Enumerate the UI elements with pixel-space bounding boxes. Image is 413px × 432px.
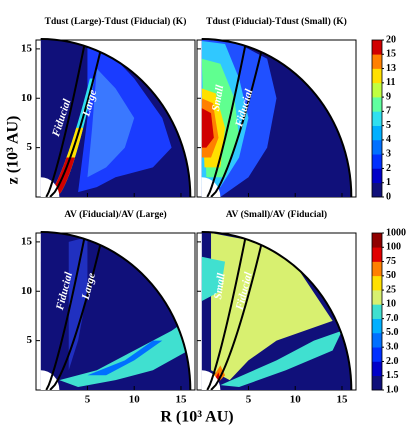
- heatmap: [40, 39, 191, 198]
- colorbar-tick-label: 1.5: [386, 370, 399, 381]
- colorbar-segment: [372, 275, 382, 291]
- colorbar-tick-label: 20: [386, 34, 396, 45]
- colorbar-segment: [372, 54, 382, 69]
- colorbar-segment: [372, 233, 382, 248]
- x-tick-label: 15: [175, 394, 187, 406]
- heatmap-region: [59, 320, 189, 388]
- boundary-curve: [49, 232, 105, 390]
- colorbar-segment: [372, 182, 382, 198]
- colorbar-segment: [372, 361, 382, 377]
- colorbar-frame: [371, 232, 383, 391]
- heatmap-region: [220, 330, 342, 388]
- heatmap-region: [68, 236, 88, 371]
- colorbar-segment: [372, 40, 382, 55]
- x-tick-label: 5: [246, 394, 252, 406]
- heatmap: [201, 232, 352, 390]
- colorbar-segment: [372, 261, 382, 277]
- boundary-curve: [49, 39, 105, 198]
- boundary-curve: [210, 39, 266, 198]
- boundary-curve: [206, 232, 248, 390]
- colorbar-tick-label: 5.0: [386, 327, 399, 338]
- y-tick-label: 10: [21, 92, 33, 104]
- colorbar-tick-label: 0: [386, 191, 391, 202]
- y-axis-label: z (10³ AU): [5, 116, 22, 185]
- colorbar-segment: [372, 375, 382, 391]
- boundary-curve: [210, 232, 266, 390]
- colorbar-tick-label: 1000: [386, 227, 406, 238]
- heatmap-region: [46, 78, 95, 197]
- colorbar-segment: [372, 97, 382, 112]
- panel-title: Tdust (Fiducial)-Tdust (Small) (K): [206, 16, 347, 27]
- heatmap-region: [46, 157, 75, 197]
- colorbar-segment: [372, 290, 382, 305]
- colorbar-tick-label: 4: [386, 134, 391, 145]
- panel-title: Tdust (Large)-Tdust (Fiducial) (K): [45, 16, 187, 27]
- colorbar-tick-label: 1: [386, 177, 391, 188]
- colorbar-tick-label: 13: [386, 63, 396, 74]
- colorbar-tick-label: 7: [386, 106, 391, 117]
- colorbar-segment: [372, 111, 382, 126]
- hole: [40, 177, 60, 198]
- colorbar-tick-label: 9: [386, 91, 391, 102]
- panel-title: AV (Small)/AV (Fiducial): [226, 209, 327, 220]
- colorbar-tick-label: 75: [386, 256, 396, 267]
- colorbar-segment: [372, 139, 382, 155]
- x-tick-label: 10: [129, 394, 141, 406]
- colorbar-segment: [372, 332, 382, 348]
- heatmap-region: [201, 108, 214, 148]
- heatmap-region: [87, 340, 163, 376]
- colorbar-tick-label: 7.0: [386, 313, 399, 324]
- colorbar-segment: [372, 318, 382, 334]
- colorbar-tick-label: 50: [386, 270, 396, 281]
- x-tick-label: 15: [336, 394, 348, 406]
- x-axis-label: R (10³ AU): [160, 409, 233, 426]
- y-tick-label: 5: [27, 334, 33, 346]
- colorbar-segment: [372, 304, 382, 319]
- heatmap: [201, 39, 352, 198]
- colorbar-tick-label: 1.0: [386, 384, 399, 395]
- colorbar-tick-label: 5: [386, 120, 391, 131]
- colorbar-tick-label: 3: [386, 148, 391, 159]
- annotation: Small: [210, 83, 227, 112]
- colorbar-tick-label: 11: [386, 77, 395, 88]
- x-tick-label: 10: [290, 394, 302, 406]
- colorbar-tick-label: 25: [386, 284, 396, 295]
- hole: [40, 370, 60, 390]
- boundary-curve: [45, 232, 87, 390]
- boundary-curve: [45, 39, 87, 198]
- y-tick-label: 10: [21, 285, 33, 297]
- heatmap: [40, 232, 191, 390]
- panel-title: AV (Fiducial)/AV (Large): [64, 209, 166, 220]
- heatmap-region: [211, 233, 333, 381]
- x-tick-label: 5: [85, 394, 91, 406]
- colorbar-tick-label: 10: [386, 299, 396, 310]
- colorbar-segment: [372, 68, 382, 84]
- colorbar-tick-label: 2.0: [386, 356, 399, 367]
- colorbar-tick-label: 2: [386, 163, 391, 174]
- colorbar-tick-label: 3.0: [386, 341, 399, 352]
- colorbar-frame: [371, 39, 383, 198]
- colorbar-segment: [372, 154, 382, 169]
- heatmap-region: [87, 68, 135, 178]
- y-tick-label: 5: [27, 141, 33, 153]
- boundary-curve: [206, 39, 248, 198]
- heatmap-region: [201, 256, 226, 302]
- colorbar-tick-label: 100: [386, 242, 401, 253]
- outer-arc: [201, 231, 353, 391]
- colorbar-segment: [372, 247, 382, 262]
- y-tick-label: 15: [21, 235, 33, 247]
- colorbar-segment: [372, 125, 382, 141]
- colorbar-segment: [372, 347, 382, 362]
- outer-arc: [40, 38, 192, 198]
- outer-arc: [40, 231, 192, 391]
- annotation: Small: [212, 271, 228, 300]
- colorbar-segment: [372, 168, 382, 184]
- colorbar-tick-label: 15: [386, 49, 396, 60]
- outer-arc: [201, 38, 353, 198]
- y-tick-label: 15: [21, 42, 33, 54]
- colorbar-segment: [372, 82, 382, 98]
